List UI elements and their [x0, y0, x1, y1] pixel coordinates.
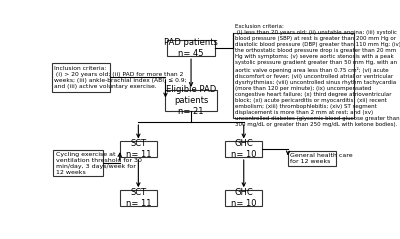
Text: SCT
n= 11: SCT n= 11 [126, 139, 151, 159]
FancyBboxPatch shape [120, 141, 157, 157]
FancyBboxPatch shape [288, 151, 336, 166]
FancyBboxPatch shape [233, 33, 354, 118]
Text: Eligible PAD
patients
n= 21: Eligible PAD patients n= 21 [166, 85, 216, 116]
FancyBboxPatch shape [52, 63, 110, 92]
Text: General health care
for 12 weeks: General health care for 12 weeks [290, 153, 353, 164]
FancyBboxPatch shape [53, 150, 103, 176]
FancyBboxPatch shape [225, 190, 262, 206]
Text: GHC
n= 10: GHC n= 10 [231, 139, 256, 159]
Text: Exclusion criteria:
 (i) less than 20 years old; (ii) unstable angina; (iii) sys: Exclusion criteria: (i) less than 20 yea… [235, 24, 400, 127]
Text: GHC
n= 10: GHC n= 10 [231, 188, 256, 208]
Text: PAD patients
n= 45: PAD patients n= 45 [164, 38, 218, 58]
Text: Cycling exercise at
ventilation threshold for 30
min/day, 3 days/week for
12 wee: Cycling exercise at ventilation threshol… [56, 152, 142, 174]
FancyBboxPatch shape [166, 90, 217, 111]
Text: SCT
n= 11: SCT n= 11 [126, 188, 151, 208]
Text: Inclusion criteria:
 (i) > 20 years old; (ii) PAD for more than 2
weeks; (iii) a: Inclusion criteria: (i) > 20 years old; … [54, 66, 186, 89]
FancyBboxPatch shape [167, 40, 215, 56]
FancyBboxPatch shape [120, 190, 157, 206]
FancyBboxPatch shape [225, 141, 262, 157]
